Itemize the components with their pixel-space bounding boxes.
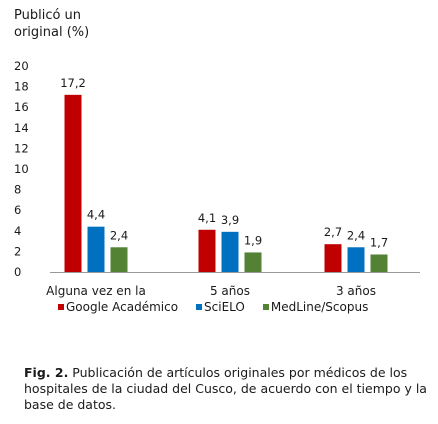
y-tick-label: 12 — [14, 141, 29, 155]
legend-swatch-scielo — [196, 304, 203, 310]
data-label: 4,4 — [87, 208, 105, 222]
data-label: 1,7 — [370, 235, 388, 249]
data-label: 1,9 — [244, 233, 262, 247]
legend-label-medline: MedLine/Scopus — [270, 300, 369, 314]
y-tick-label: 0 — [14, 265, 21, 279]
bar — [221, 231, 239, 272]
y-tick-label: 6 — [14, 203, 21, 217]
y-tick-label: 20 — [14, 59, 29, 73]
legend-item-medline: MedLine/Scopus — [262, 300, 369, 314]
legend-swatch-google — [58, 304, 64, 310]
y-tick-label: 2 — [14, 244, 21, 258]
bar-chart: 0 2 4 6 8 10 12 14 16 18 20 17,2 4,4 2,4 Alguna vez en… — [14, 59, 420, 298]
legend-label-scielo: SciELO — [204, 300, 245, 314]
y-tick-label: 10 — [14, 162, 29, 176]
data-label: 2,4 — [110, 228, 128, 242]
y-tick-label: 16 — [14, 100, 29, 114]
bar — [370, 254, 388, 272]
x-category-label: 3 años — [336, 284, 376, 298]
legend-swatch-medline — [262, 304, 269, 310]
caption-label: Fig. 2. — [24, 365, 69, 380]
legend-label-google: Google Académico — [66, 300, 179, 314]
y-tick-label: 8 — [14, 183, 21, 197]
bar — [198, 229, 216, 272]
x-category-label: 5 años — [210, 284, 250, 298]
bar — [110, 247, 128, 272]
y-tick-label: 14 — [14, 121, 29, 135]
legend-item-scielo: SciELO — [196, 300, 245, 314]
bar — [244, 252, 262, 272]
x-category-label: Alguna vez en la — [46, 284, 146, 298]
data-label: 3,9 — [221, 213, 239, 227]
bar — [87, 226, 105, 272]
data-label: 4,1 — [198, 211, 216, 225]
data-label: 2,4 — [347, 228, 365, 242]
data-label: 2,7 — [324, 225, 342, 239]
bar — [324, 244, 342, 272]
legend: Google Académico SciELO MedLine/Scopus — [58, 300, 368, 314]
figure-caption: Fig. 2. Publicación de artículos origina… — [24, 365, 432, 413]
legend-item-google: Google Académico — [58, 300, 178, 314]
y-tick-label: 18 — [14, 80, 29, 94]
bar — [347, 247, 365, 272]
data-label: 17,2 — [60, 76, 86, 90]
y-axis-label: Publicó un original (%) — [14, 8, 90, 40]
caption-text: Publicación de artículos originales por … — [24, 365, 427, 412]
bar — [64, 94, 82, 272]
y-tick-label: 4 — [14, 224, 21, 238]
